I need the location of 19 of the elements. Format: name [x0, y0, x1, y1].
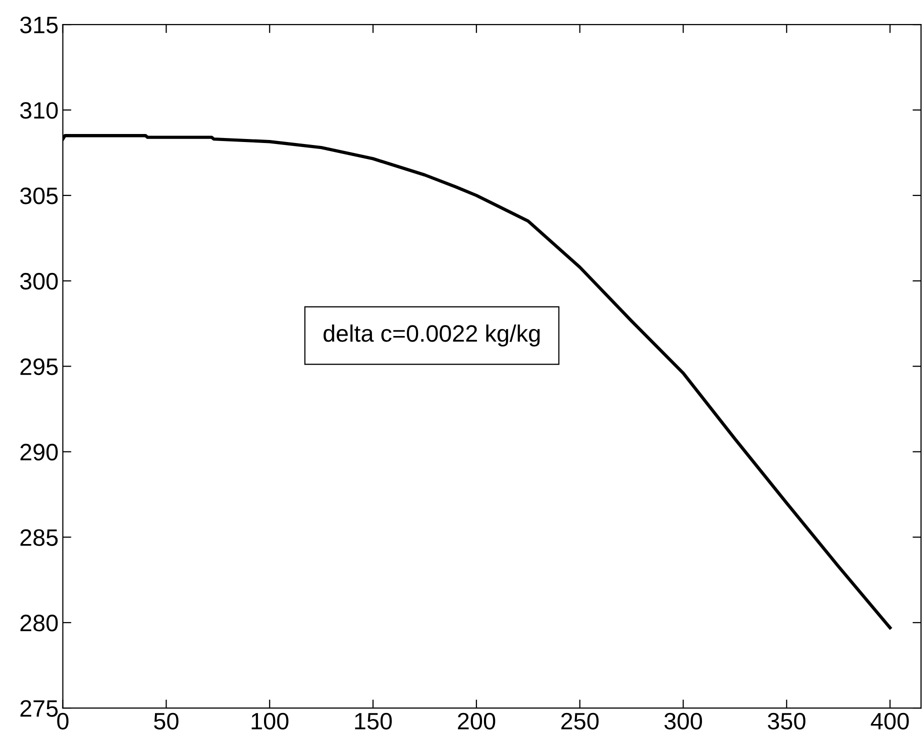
- x-tick-label: 100: [252, 712, 288, 730]
- annotation: delta c=0.0022 kg/kg: [324, 324, 540, 347]
- y-tick-label: 275: [20, 700, 58, 717]
- x-tick-label: 150: [355, 712, 392, 730]
- y-tick-label: 280: [20, 614, 58, 632]
- x-tick-label: 350: [768, 712, 806, 730]
- x-tick-label: 400: [870, 712, 909, 730]
- y-tick-label: 300: [20, 272, 58, 290]
- x-tick-label: 250: [561, 712, 599, 730]
- y-tick-label: 310: [20, 102, 58, 119]
- y-tick-label: 295: [20, 358, 58, 376]
- x-tick-label: 50: [154, 712, 178, 730]
- y-tick-label: 285: [20, 529, 58, 546]
- y-tick-label: 315: [20, 16, 58, 34]
- x-tick-label: 300: [664, 712, 702, 730]
- x-tick-label: 0: [57, 712, 68, 730]
- y-tick-label: 305: [20, 188, 58, 204]
- x-tick-label: 200: [458, 712, 496, 730]
- y-tick-label: 290: [20, 444, 58, 461]
